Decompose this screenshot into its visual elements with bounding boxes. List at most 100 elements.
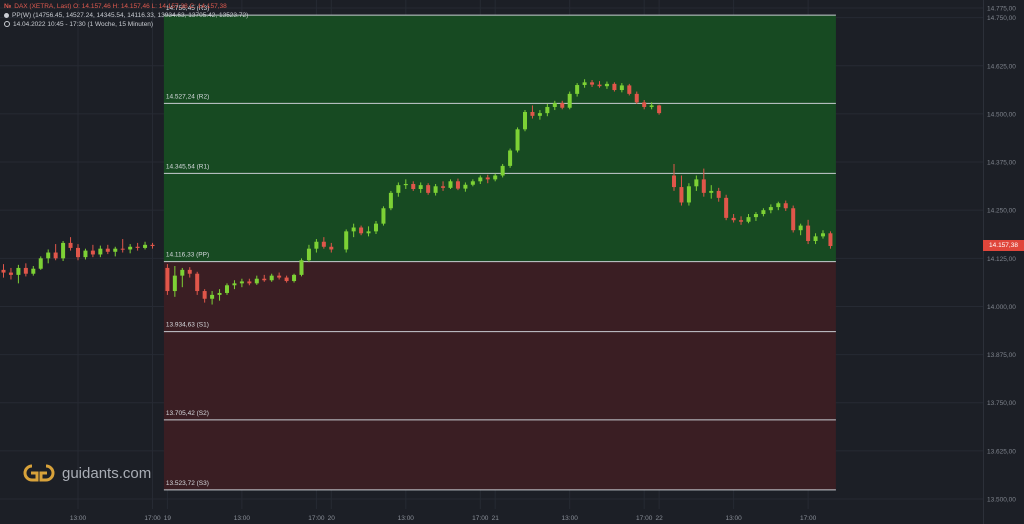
candle[interactable]	[351, 223, 356, 238]
candle[interactable]	[359, 225, 364, 236]
candle[interactable]	[746, 214, 751, 224]
candle[interactable]	[828, 231, 833, 249]
candle[interactable]	[90, 244, 95, 258]
candle[interactable]	[642, 100, 647, 110]
candle[interactable]	[798, 223, 803, 236]
candle[interactable]	[306, 244, 311, 263]
indicator-visibility-icon[interactable]	[4, 13, 9, 18]
candle[interactable]	[806, 219, 811, 245]
candle[interactable]	[537, 110, 542, 120]
candle[interactable]	[679, 175, 684, 206]
candle[interactable]	[694, 175, 699, 191]
candle[interactable]	[1, 264, 6, 278]
candle[interactable]	[46, 249, 51, 264]
candle[interactable]	[761, 208, 766, 217]
candle[interactable]	[254, 275, 259, 285]
candle[interactable]	[575, 83, 580, 97]
candle[interactable]	[210, 291, 215, 305]
candle[interactable]	[813, 233, 818, 245]
candle[interactable]	[314, 239, 319, 253]
candle[interactable]	[768, 204, 773, 214]
candle[interactable]	[470, 179, 475, 187]
candle[interactable]	[515, 127, 520, 153]
candle[interactable]	[508, 148, 513, 168]
candle[interactable]	[686, 183, 691, 206]
candle[interactable]	[180, 267, 185, 288]
candle[interactable]	[739, 216, 744, 225]
candle[interactable]	[604, 81, 609, 89]
candle[interactable]	[485, 174, 490, 184]
candle[interactable]	[128, 244, 133, 254]
candle[interactable]	[120, 239, 125, 253]
candle[interactable]	[262, 274, 267, 282]
candle[interactable]	[165, 264, 170, 295]
candle[interactable]	[753, 212, 758, 221]
candle[interactable]	[545, 103, 550, 117]
candle[interactable]	[366, 226, 371, 237]
candle[interactable]	[98, 245, 103, 258]
candle[interactable]	[634, 91, 639, 104]
candle[interactable]	[597, 81, 602, 88]
candle[interactable]	[31, 266, 36, 276]
candle[interactable]	[523, 110, 527, 132]
candle[interactable]	[388, 190, 393, 211]
candle[interactable]	[552, 100, 557, 111]
candle[interactable]	[709, 185, 714, 199]
candle[interactable]	[448, 179, 453, 189]
candle[interactable]	[202, 289, 207, 303]
candle[interactable]	[426, 183, 431, 195]
candle[interactable]	[701, 168, 706, 197]
candle[interactable]	[53, 244, 58, 261]
candle[interactable]	[284, 275, 289, 283]
candle[interactable]	[329, 242, 334, 253]
candle[interactable]	[612, 82, 617, 92]
candle[interactable]	[232, 280, 237, 290]
candle[interactable]	[16, 264, 21, 284]
candle[interactable]	[418, 182, 423, 193]
candle[interactable]	[269, 273, 274, 282]
candle[interactable]	[83, 248, 88, 260]
candle[interactable]	[560, 100, 565, 110]
candle[interactable]	[76, 244, 80, 261]
candle[interactable]	[530, 105, 535, 119]
candle[interactable]	[217, 289, 222, 301]
candle[interactable]	[239, 278, 244, 288]
candle[interactable]	[374, 220, 378, 235]
candle[interactable]	[68, 237, 73, 251]
candle[interactable]	[344, 229, 349, 253]
candle[interactable]	[821, 230, 825, 239]
candle[interactable]	[455, 178, 460, 191]
candle[interactable]	[493, 173, 498, 182]
candle[interactable]	[433, 183, 438, 196]
candle[interactable]	[23, 263, 28, 277]
candle[interactable]	[381, 206, 386, 226]
candle[interactable]	[172, 266, 177, 297]
candle[interactable]	[113, 246, 118, 257]
candle[interactable]	[150, 242, 155, 249]
candle[interactable]	[403, 179, 408, 189]
candle[interactable]	[783, 200, 788, 211]
candle[interactable]	[187, 267, 192, 278]
candle[interactable]	[38, 256, 43, 270]
candle[interactable]	[500, 163, 505, 178]
candle[interactable]	[724, 194, 729, 221]
candle[interactable]	[731, 214, 736, 223]
candle[interactable]	[619, 83, 624, 93]
candle[interactable]	[657, 104, 662, 115]
candle[interactable]	[8, 267, 13, 280]
candle[interactable]	[567, 91, 572, 110]
indicator-header[interactable]: PP(W) (14756.45, 14527.24, 14345.54, 141…	[4, 12, 248, 19]
candle[interactable]	[791, 205, 796, 233]
candle[interactable]	[247, 278, 252, 286]
candle[interactable]	[627, 83, 632, 96]
candle[interactable]	[292, 273, 297, 283]
candle[interactable]	[143, 241, 148, 250]
candle[interactable]	[299, 258, 304, 277]
candle[interactable]	[441, 181, 446, 191]
candle[interactable]	[105, 244, 110, 255]
candle[interactable]	[195, 271, 200, 295]
candle[interactable]	[582, 79, 587, 88]
candle[interactable]	[411, 181, 416, 191]
